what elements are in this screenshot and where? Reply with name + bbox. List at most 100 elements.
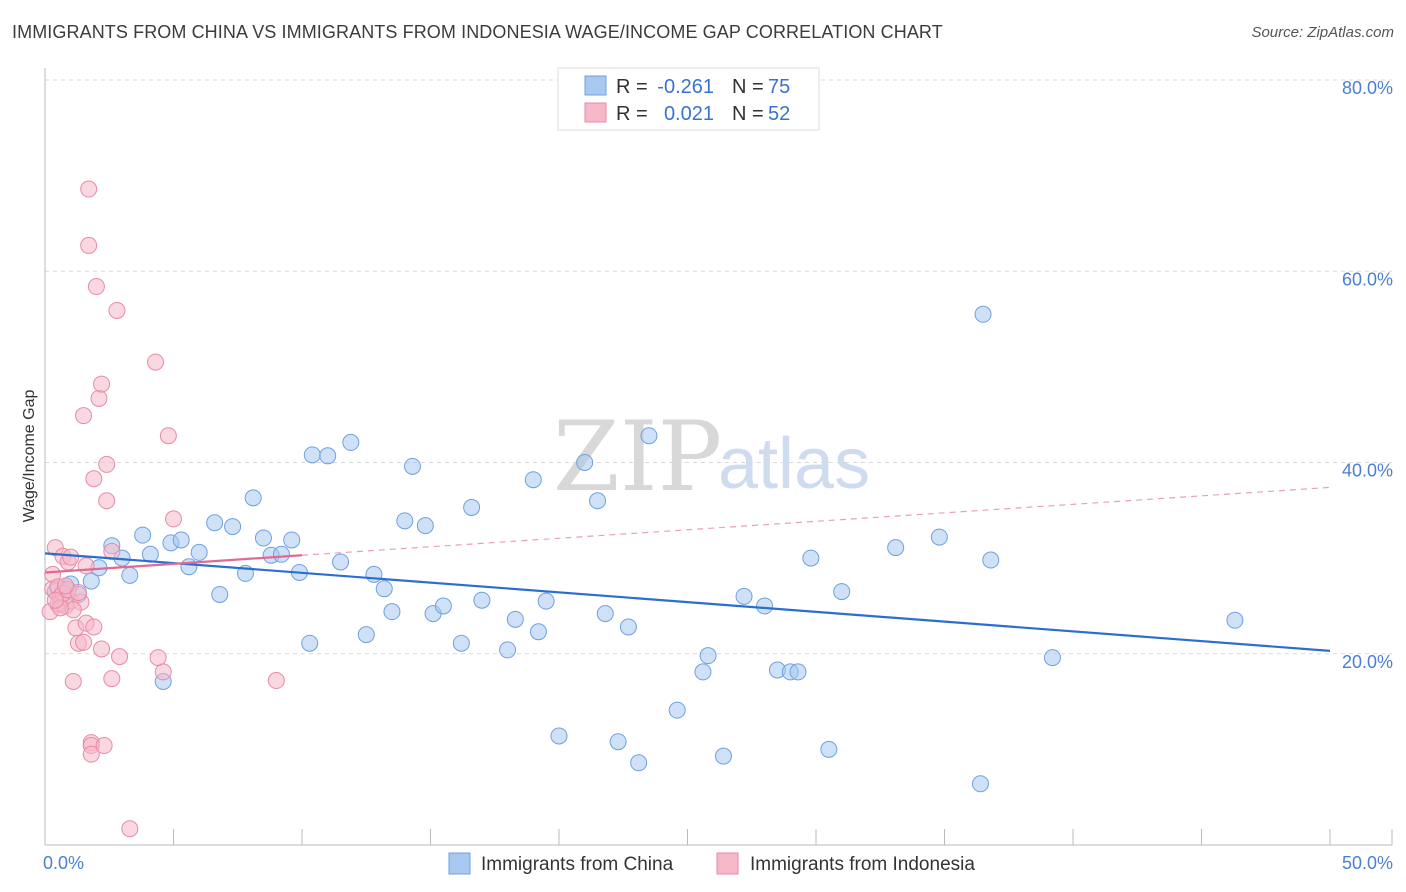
- data-point: [80, 180, 98, 198]
- data-point: [974, 305, 992, 323]
- data-point: [121, 566, 139, 584]
- data-point: [930, 528, 948, 546]
- data-point: [735, 587, 753, 605]
- bottom-legend-indonesia: Immigrants from Indonesia: [750, 854, 975, 875]
- x-tick-labels: 0.0% 50.0%: [43, 853, 1393, 873]
- data-point: [121, 820, 139, 838]
- legend-n-label-indonesia: N =: [732, 103, 764, 125]
- y-tick-labels: 20.0% 40.0% 60.0% 80.0%: [1342, 78, 1393, 672]
- data-point: [1043, 649, 1061, 667]
- y-tick-label: 40.0%: [1342, 461, 1393, 481]
- data-point: [159, 427, 177, 445]
- data-point: [319, 447, 337, 465]
- bottom-legend-swatch-china: [448, 852, 471, 875]
- y-tick-label: 20.0%: [1342, 652, 1393, 672]
- data-point: [180, 558, 198, 576]
- data-point: [165, 510, 182, 528]
- series-legend: Immigrants from China Immigrants from In…: [448, 852, 975, 875]
- data-point: [75, 407, 93, 425]
- data-point: [342, 433, 360, 451]
- chart-title: IMMIGRANTS FROM CHINA VS IMMIGRANTS FROM…: [12, 22, 943, 42]
- trend-line: [44, 552, 1331, 652]
- data-point: [108, 301, 126, 319]
- data-point: [537, 592, 555, 610]
- y-axis-label: Wage/Income Gap: [21, 390, 38, 523]
- data-point: [529, 623, 547, 641]
- data-point: [596, 605, 614, 623]
- legend-r-label-china: R =: [616, 76, 648, 98]
- data-point: [254, 529, 272, 547]
- legend-swatch-indonesia: [584, 102, 607, 123]
- source-label: Source: ZipAtlas.com: [1251, 24, 1394, 41]
- data-point: [103, 670, 121, 688]
- trend-line-dashed: [301, 486, 1331, 556]
- data-point: [383, 603, 401, 621]
- legend-r-value-china: -0.261: [657, 76, 714, 98]
- data-point: [357, 626, 375, 644]
- data-point: [640, 427, 658, 445]
- data-point: [111, 648, 129, 666]
- legend-swatch-china: [584, 75, 607, 96]
- data-point: [154, 663, 172, 681]
- watermark-atlas: atlas: [718, 424, 870, 504]
- axes: [44, 68, 1393, 846]
- data-point: [93, 640, 111, 658]
- bottom-legend-china: Immigrants from China: [481, 854, 674, 875]
- data-point: [589, 492, 607, 510]
- data-point: [87, 278, 105, 296]
- data-point: [416, 517, 434, 535]
- data-point: [267, 672, 285, 690]
- legend-r-label-indonesia: R =: [616, 103, 648, 125]
- data-point: [224, 518, 242, 536]
- data-point: [714, 747, 732, 765]
- data-point: [46, 591, 64, 609]
- data-point: [80, 236, 98, 254]
- trend-lines: [44, 486, 1331, 652]
- legend-n-value-china: 75: [768, 76, 790, 98]
- data-point: [887, 539, 905, 557]
- x-tick-label-max: 50.0%: [1342, 853, 1393, 873]
- data-point: [301, 634, 319, 652]
- data-point: [332, 553, 350, 571]
- watermark: ZIP atlas: [553, 401, 870, 513]
- legend-n-value-indonesia: 52: [768, 103, 790, 125]
- y-tick-label: 80.0%: [1342, 78, 1393, 98]
- data-point: [609, 733, 627, 751]
- data-point: [434, 597, 452, 615]
- series-china-points: [46, 305, 1244, 793]
- data-point: [95, 737, 113, 755]
- data-point: [57, 577, 75, 595]
- data-point: [62, 548, 80, 566]
- data-point: [452, 634, 470, 652]
- data-point: [85, 618, 103, 636]
- data-point: [699, 647, 717, 665]
- data-point: [149, 649, 167, 667]
- data-point: [971, 775, 989, 793]
- data-point: [820, 740, 838, 758]
- data-point: [833, 583, 851, 601]
- data-point: [206, 514, 224, 532]
- data-point: [82, 745, 100, 763]
- data-point: [134, 526, 152, 544]
- data-point: [668, 701, 686, 719]
- data-point: [524, 471, 542, 489]
- data-point: [694, 663, 712, 681]
- bottom-legend-swatch-indonesia: [716, 852, 739, 875]
- data-point: [98, 492, 116, 510]
- data-point: [802, 549, 820, 567]
- data-point: [506, 610, 524, 628]
- data-point: [576, 454, 594, 471]
- data-point: [82, 572, 100, 590]
- legend-n-label-china: N =: [732, 76, 764, 98]
- data-point: [550, 727, 568, 745]
- trend-line: [44, 554, 303, 574]
- data-point: [85, 470, 103, 488]
- correlation-legend: R = -0.261 N = 75 R = 0.021 N = 52: [557, 67, 820, 131]
- data-point: [283, 531, 301, 549]
- data-point: [1226, 611, 1244, 629]
- data-point: [404, 457, 422, 475]
- data-point: [172, 531, 190, 549]
- data-point: [473, 591, 491, 609]
- data-point: [463, 498, 481, 516]
